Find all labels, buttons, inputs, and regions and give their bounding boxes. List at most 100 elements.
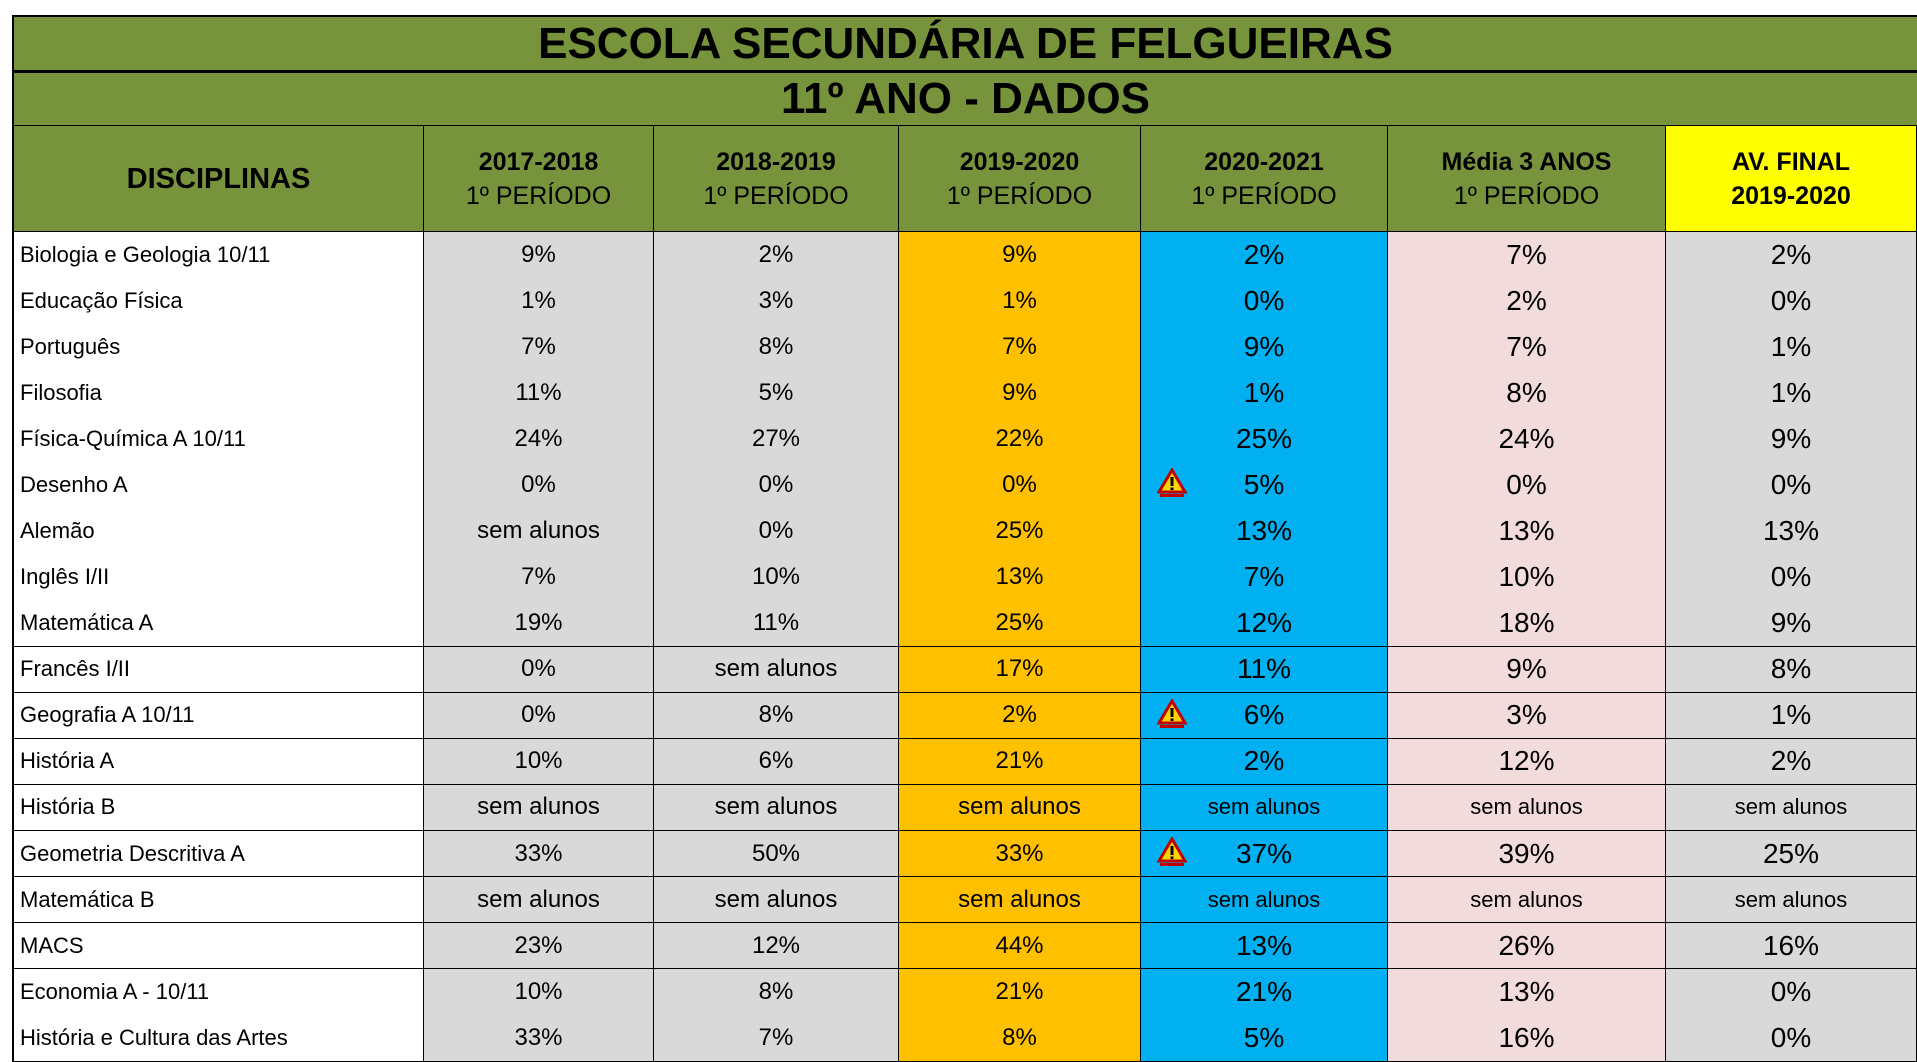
data-cell: 27% <box>654 416 899 463</box>
row-label: Matemática A <box>12 600 424 648</box>
data-cell: 13% <box>1141 508 1388 555</box>
data-cell: 10% <box>424 738 654 786</box>
data-cell: 0% <box>654 508 899 555</box>
data-cell: 9% <box>1141 324 1388 371</box>
data-cell: 0% <box>1141 278 1388 325</box>
data-cell: 22% <box>899 416 1141 463</box>
row-label: MACS <box>12 922 424 970</box>
data-cell: 13% <box>1388 508 1666 555</box>
data-cell: 9% <box>1666 600 1917 648</box>
data-cell: 12% <box>1141 600 1388 648</box>
data-cell: 13% <box>1388 968 1666 1016</box>
data-cell: 0% <box>1666 462 1917 509</box>
header-text: 2019-2020 <box>959 147 1080 176</box>
row-label: Biologia e Geologia 10/11 <box>12 232 424 279</box>
header-text: 1º PERÍODO <box>1453 181 1600 210</box>
data-cell: 25% <box>1666 830 1917 878</box>
data-cell: 25% <box>1141 416 1388 463</box>
data-cell: 24% <box>424 416 654 463</box>
row-label: Filosofia <box>12 370 424 417</box>
data-cell: 26% <box>1388 922 1666 970</box>
data-cell: 1% <box>1666 324 1917 371</box>
data-cell: 0% <box>1666 554 1917 601</box>
subtitle: 11º ANO - DADOS <box>12 71 1917 127</box>
data-cell: sem alunos <box>424 508 654 555</box>
data-cell: 7% <box>424 554 654 601</box>
row-label: Matemática B <box>12 876 424 924</box>
row-label: Geometria Descritiva A <box>12 830 424 878</box>
data-cell: 2% <box>1388 278 1666 325</box>
data-cell: 9% <box>1388 646 1666 694</box>
data-cell: 33% <box>899 830 1141 878</box>
data-cell: 25% <box>899 508 1141 555</box>
title: ESCOLA SECUNDÁRIA DE FELGUEIRAS <box>12 15 1917 72</box>
row-label: Física-Química A 10/11 <box>12 416 424 463</box>
data-cell: 10% <box>424 968 654 1016</box>
data-cell: 8% <box>654 692 899 740</box>
header-cell: 2017-2018 1º PERÍODO <box>424 126 654 232</box>
header-text: AV. FINAL <box>1731 147 1851 176</box>
data-cell: 11% <box>654 600 899 648</box>
data-cell: 10% <box>1388 554 1666 601</box>
data-cell: 0% <box>1388 462 1666 509</box>
data-cell: 5% <box>1141 462 1388 509</box>
data-cell: 44% <box>899 922 1141 970</box>
header-text: 2018-2019 <box>716 147 836 176</box>
data-cell: 2% <box>899 692 1141 740</box>
data-cell: 3% <box>654 278 899 325</box>
data-cell: 9% <box>424 232 654 279</box>
header-text: DISCIPLINAS <box>126 162 311 195</box>
data-cell: 10% <box>654 554 899 601</box>
data-cell: 1% <box>1141 370 1388 417</box>
data-cell: sem alunos <box>654 784 899 832</box>
data-cell: 5% <box>654 370 899 417</box>
row-label: História B <box>12 784 424 832</box>
data-cell: 7% <box>654 1015 899 1062</box>
data-cell: 7% <box>1388 324 1666 371</box>
data-cell: sem alunos <box>1141 876 1388 924</box>
header-cell: 2018-2019 1º PERÍODO <box>654 126 899 232</box>
data-cell: 0% <box>424 692 654 740</box>
data-cell: 33% <box>424 830 654 878</box>
row-label: Francês I/II <box>12 646 424 694</box>
data-cell: 9% <box>899 370 1141 417</box>
data-cell: 1% <box>1666 692 1917 740</box>
header-cell: 2019-2020 1º PERÍODO <box>899 126 1141 232</box>
row-label: Desenho A <box>12 462 424 509</box>
data-cell: 2% <box>654 232 899 279</box>
data-cell: 11% <box>424 370 654 417</box>
data-cell: 2% <box>1141 738 1388 786</box>
header-cell: Média 3 ANOS 1º PERÍODO <box>1388 126 1666 232</box>
data-cell: 23% <box>424 922 654 970</box>
data-cell: 16% <box>1388 1015 1666 1062</box>
data-cell: 13% <box>1666 508 1917 555</box>
header-text: 1º PERÍODO <box>465 181 612 210</box>
data-cell: 7% <box>1388 232 1666 279</box>
row-label: História e Cultura das Artes <box>12 1015 424 1062</box>
data-cell: 1% <box>1666 370 1917 417</box>
header-cell: DISCIPLINAS <box>12 126 424 232</box>
warning-icon <box>1157 698 1187 728</box>
row-label: Português <box>12 324 424 371</box>
row-label: Alemão <box>12 508 424 555</box>
data-cell: sem alunos <box>1141 784 1388 832</box>
data-cell: 21% <box>899 738 1141 786</box>
data-cell: 7% <box>899 324 1141 371</box>
data-cell: sem alunos <box>424 784 654 832</box>
data-cell: 6% <box>1141 692 1388 740</box>
warning-icon <box>1157 836 1187 866</box>
data-cell: 11% <box>1141 646 1388 694</box>
header-text: 2017-2018 <box>478 147 599 176</box>
data-cell: sem alunos <box>1666 876 1917 924</box>
header-text: 2019-2020 <box>1731 181 1851 210</box>
header-text: 1º PERÍODO <box>1191 181 1337 210</box>
data-cell: 12% <box>1388 738 1666 786</box>
data-cell: 0% <box>1666 278 1917 325</box>
data-cell: 9% <box>1666 416 1917 463</box>
data-cell: 2% <box>1141 232 1388 279</box>
data-cell: 8% <box>899 1015 1141 1062</box>
row-label: Educação Física <box>12 278 424 325</box>
data-cell: 6% <box>654 738 899 786</box>
row-label: Inglês I/II <box>12 554 424 601</box>
